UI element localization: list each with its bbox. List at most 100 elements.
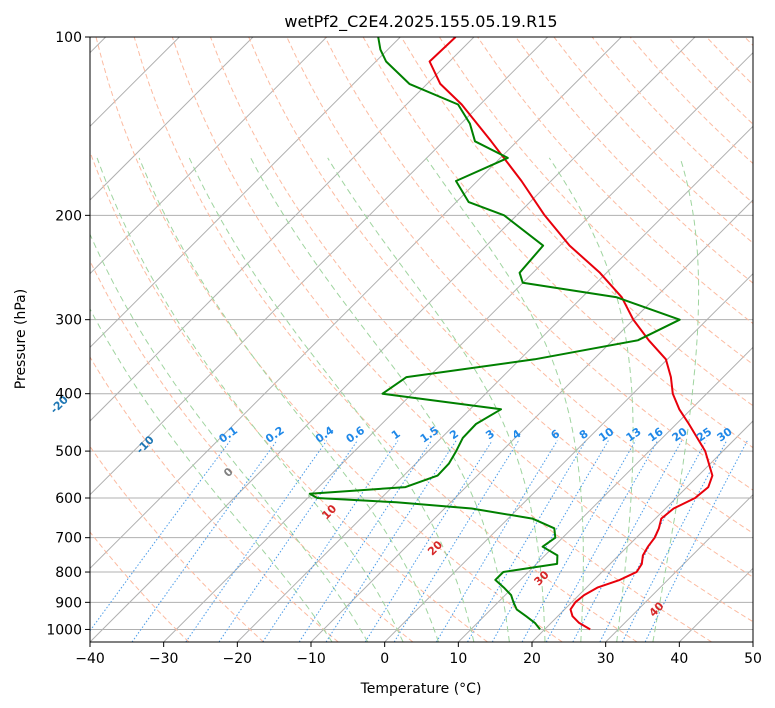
isotherm-line — [90, 37, 401, 349]
x-tick-label: −40 — [75, 651, 105, 667]
isotherm-line — [457, 346, 753, 642]
mixing-ratio-label: 16 — [646, 425, 666, 445]
y-tick-label: 500 — [55, 444, 82, 460]
mixing-ratio-line — [621, 440, 728, 642]
mixing-ratio-line — [90, 440, 231, 632]
dry-adiabat-line — [90, 356, 339, 642]
dry-adiabat-label: 10 — [319, 502, 339, 522]
mixing-ratio-label: 0.1 — [217, 424, 240, 446]
dewpoint-profile-line — [308, 37, 681, 631]
mixing-ratio-line — [545, 440, 659, 642]
dry-adiabat-line — [95, 37, 563, 642]
cold-isentrope-line — [0, 37, 77, 642]
isotherm-line — [163, 51, 753, 642]
dry-adiabat-line — [210, 37, 753, 623]
dry-adiabat-line — [90, 531, 190, 642]
dry-adiabat-line — [90, 445, 264, 642]
isotherm-line — [90, 37, 622, 570]
dry-adiabat-label: 0 — [221, 465, 236, 480]
moist-adiabat-line — [90, 233, 369, 642]
isotherm-line — [236, 125, 753, 642]
moist-adiabat-line — [548, 157, 634, 642]
y-tick-label: 1000 — [46, 622, 82, 638]
mixing-ratio-line — [131, 440, 278, 642]
x-tick-label: 10 — [449, 651, 467, 667]
dry-adiabat-line — [706, 37, 753, 86]
mixing-ratio-line — [491, 440, 609, 642]
mixing-ratio-label: 3 — [483, 427, 497, 442]
y-tick-label: 700 — [55, 531, 82, 547]
dry-adiabat-line — [324, 37, 753, 491]
mixing-ratio-label: 1 — [389, 427, 403, 442]
y-tick-label: 900 — [55, 595, 82, 611]
mixing-ratio-label: 4 — [510, 427, 524, 442]
isotherm-line — [384, 272, 753, 642]
mixing-ratio-label: 13 — [624, 425, 644, 444]
mixing-ratio-label: 6 — [549, 427, 563, 442]
x-tick-label: 30 — [597, 651, 615, 667]
mixing-ratio-line — [185, 440, 328, 642]
mixing-ratio-label: 2 — [447, 427, 461, 442]
y-tick-label: 400 — [55, 387, 82, 403]
dry-adiabat-line — [362, 37, 753, 449]
dry-adiabat-line — [90, 150, 488, 642]
y-tick-label: 600 — [55, 491, 82, 507]
mixing-ratio-line — [325, 440, 457, 642]
dry-adiabat-line — [133, 37, 638, 642]
isotherm-line — [310, 199, 753, 642]
y-tick-label: 300 — [55, 313, 82, 329]
y-tick-label: 100 — [55, 30, 82, 46]
mixing-ratio-line — [218, 440, 358, 642]
dry-adiabat-line — [515, 37, 753, 284]
mixing-ratio-line — [364, 440, 493, 642]
x-tick-label: 40 — [670, 651, 688, 667]
isotherm-line — [752, 641, 753, 642]
mixing-ratio-line — [393, 440, 520, 642]
moist-adiabat-line — [188, 157, 475, 642]
plot-frame — [89, 36, 754, 643]
moist-adiabat-line — [652, 157, 700, 642]
temperature-profile-line — [428, 37, 714, 631]
dry-adiabat-line — [591, 37, 753, 204]
isotherm-line — [90, 37, 475, 422]
mixing-ratio-line — [262, 440, 399, 642]
dry-adiabat-line — [668, 37, 753, 125]
y-tick-label: 800 — [55, 565, 82, 581]
x-tick-label: 0 — [380, 651, 389, 667]
dry-adiabat-line — [438, 37, 753, 366]
mixing-ratio-line — [298, 440, 432, 642]
mixing-ratio-label: 1.5 — [418, 424, 441, 446]
dry-adiabat-label: 30 — [532, 568, 552, 588]
isotherm-line — [90, 37, 328, 275]
dry-adiabat-line — [171, 37, 712, 642]
dry-adiabat-line — [90, 259, 414, 642]
isotherm-line — [90, 37, 696, 642]
mixing-ratio-line — [572, 440, 683, 642]
y-tick-label: 200 — [55, 208, 82, 224]
isotherm-line — [90, 37, 254, 201]
mixing-ratio-label: 0.4 — [313, 424, 337, 446]
x-tick-label: −10 — [296, 651, 326, 667]
isotherm-line — [678, 567, 753, 642]
x-axis-label: Temperature (°C) — [360, 681, 482, 697]
mixing-ratio-label: 8 — [577, 427, 591, 442]
x-tick-label: −20 — [223, 651, 253, 667]
dry-adiabat-line — [248, 37, 753, 578]
y-axis-label: Pressure (hPa) — [13, 289, 29, 389]
moist-adiabat-line — [96, 157, 404, 642]
x-tick-label: 20 — [523, 651, 541, 667]
x-tick-label: −30 — [149, 651, 179, 667]
dry-adiabat-line — [400, 37, 753, 407]
chart-title: wetPf2_C2E4.2025.155.05.19.R15 — [284, 12, 557, 32]
moist-adiabat-line — [425, 157, 584, 642]
dry-adiabat-label: -10 — [134, 433, 157, 456]
dry-adiabat-line — [744, 37, 753, 47]
mixing-ratio-line — [435, 440, 558, 642]
dry-adiabat-line — [553, 37, 753, 244]
mixing-ratio-line — [467, 440, 587, 642]
isotherm-line — [531, 420, 753, 642]
mixing-ratio-label: 25 — [694, 425, 714, 444]
isotherm-line — [605, 493, 753, 642]
moist-adiabat-line — [250, 157, 510, 642]
